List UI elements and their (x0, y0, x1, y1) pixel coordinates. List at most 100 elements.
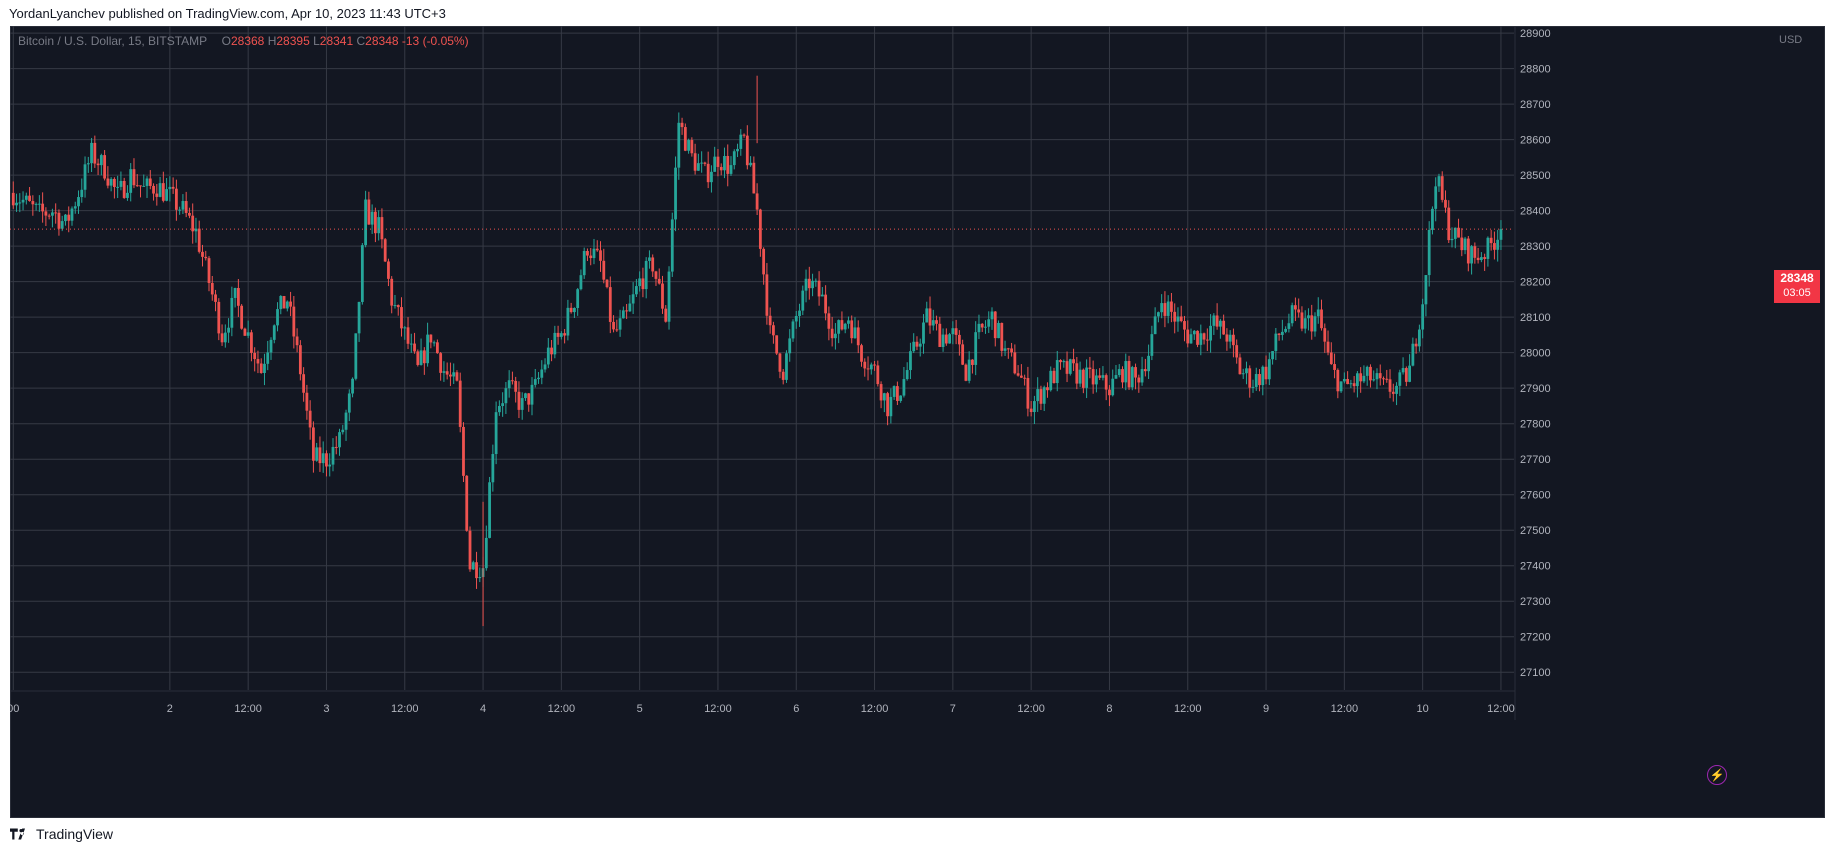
candle-body (1382, 378, 1385, 380)
candle-body (1192, 330, 1196, 335)
x-tick-label: 12:00 (861, 703, 889, 715)
candle-body (980, 323, 984, 328)
candle-body (1189, 334, 1193, 344)
candle-body (1062, 361, 1066, 363)
candle-body (344, 412, 348, 430)
candle-body (1414, 343, 1418, 347)
candle-body (96, 163, 100, 166)
candle-body (328, 464, 332, 467)
candle-body (1218, 320, 1222, 327)
candle-body (1016, 373, 1020, 376)
candle-body (83, 164, 87, 190)
candle-body (1333, 364, 1336, 370)
candle-body (181, 201, 185, 210)
candle-body (1271, 351, 1274, 360)
symbol-name[interactable]: Bitcoin / U.S. Dollar, 15, BITSTAMP (18, 34, 207, 48)
candle-body (830, 328, 834, 339)
candle-body (661, 283, 664, 309)
candle-body (93, 142, 97, 164)
candle-body (1049, 370, 1053, 391)
last-price: 28348 (1780, 271, 1814, 285)
candle-body (550, 347, 553, 355)
candle-body (1284, 328, 1288, 332)
candle-body (1124, 361, 1128, 383)
candle-body (109, 178, 113, 186)
candle-body (201, 251, 204, 257)
y-tick-label: 28900 (1520, 28, 1551, 40)
candle-body (860, 345, 863, 362)
candle-body (80, 189, 84, 198)
candle-body (674, 167, 677, 220)
candle-body (367, 199, 371, 225)
candle-body (1143, 369, 1147, 372)
candle-body (1466, 238, 1470, 264)
candle-body (325, 453, 328, 467)
candle-body (742, 134, 746, 136)
candle-body (706, 163, 710, 183)
candle-body (778, 353, 782, 372)
candle-body (1463, 238, 1467, 251)
y-tick-label: 28100 (1520, 312, 1551, 324)
candle-body (44, 211, 48, 216)
candle-body (631, 294, 635, 304)
lightning-icon[interactable]: ⚡ (1707, 765, 1727, 785)
candle-body (204, 256, 208, 259)
candlestick-chart[interactable]: 2710027200273002740027500276002770027800… (10, 26, 1824, 816)
candle-body (1496, 239, 1500, 250)
candle-body (814, 280, 818, 282)
candle-body (938, 323, 942, 347)
candle-body (628, 303, 632, 312)
candle-body (494, 412, 498, 455)
candle-body (191, 215, 195, 232)
candle-body (873, 364, 876, 366)
tradingview-logo[interactable]: TradingView (10, 826, 113, 842)
candle-body (315, 447, 319, 461)
candle-body (41, 203, 45, 212)
currency-label[interactable]: USD (1779, 34, 1803, 46)
low-label: L (313, 34, 320, 48)
candle-body (161, 183, 165, 201)
candle-body (1329, 352, 1333, 365)
candle-body (553, 332, 557, 355)
last-price-tag: 28348 03:05 (1774, 270, 1820, 303)
candle-body (1447, 207, 1451, 241)
candle-body (1046, 387, 1049, 391)
candle-body (119, 180, 123, 187)
candle-body (70, 208, 74, 221)
candle-body (360, 245, 364, 302)
candle-body (1450, 238, 1454, 241)
chart-area[interactable] (10, 26, 1825, 818)
candle-body (364, 199, 368, 246)
candle-body (126, 192, 129, 198)
candle-body (220, 333, 224, 343)
candle-body (1486, 237, 1490, 259)
candle-body (827, 313, 831, 329)
candle-body (837, 320, 841, 334)
candle-body (944, 334, 948, 344)
candle-body (1065, 361, 1069, 374)
candle-body (1000, 322, 1004, 351)
candle-body (1238, 357, 1242, 375)
candle-body (1088, 367, 1092, 370)
candle-body (634, 286, 638, 295)
candle-body (223, 332, 227, 343)
candle-body (997, 322, 1000, 339)
candle-body (1150, 334, 1154, 356)
candle-body (834, 333, 837, 339)
candle-body (256, 359, 260, 364)
candle-body (719, 166, 723, 171)
candle-body (1108, 389, 1111, 396)
candle-body (1212, 315, 1216, 326)
candle-body (165, 189, 168, 201)
candle-body (1310, 315, 1314, 332)
candle-body (243, 328, 247, 336)
candle-body (250, 332, 253, 353)
x-tick-label: 12:00 (704, 703, 732, 715)
candle-body (1493, 243, 1496, 250)
candle-body (853, 327, 857, 339)
candle-body (1176, 316, 1180, 322)
candle-body (687, 140, 690, 151)
candle-body (700, 162, 704, 164)
candle-body (458, 380, 462, 427)
high-value: 28395 (276, 34, 310, 48)
